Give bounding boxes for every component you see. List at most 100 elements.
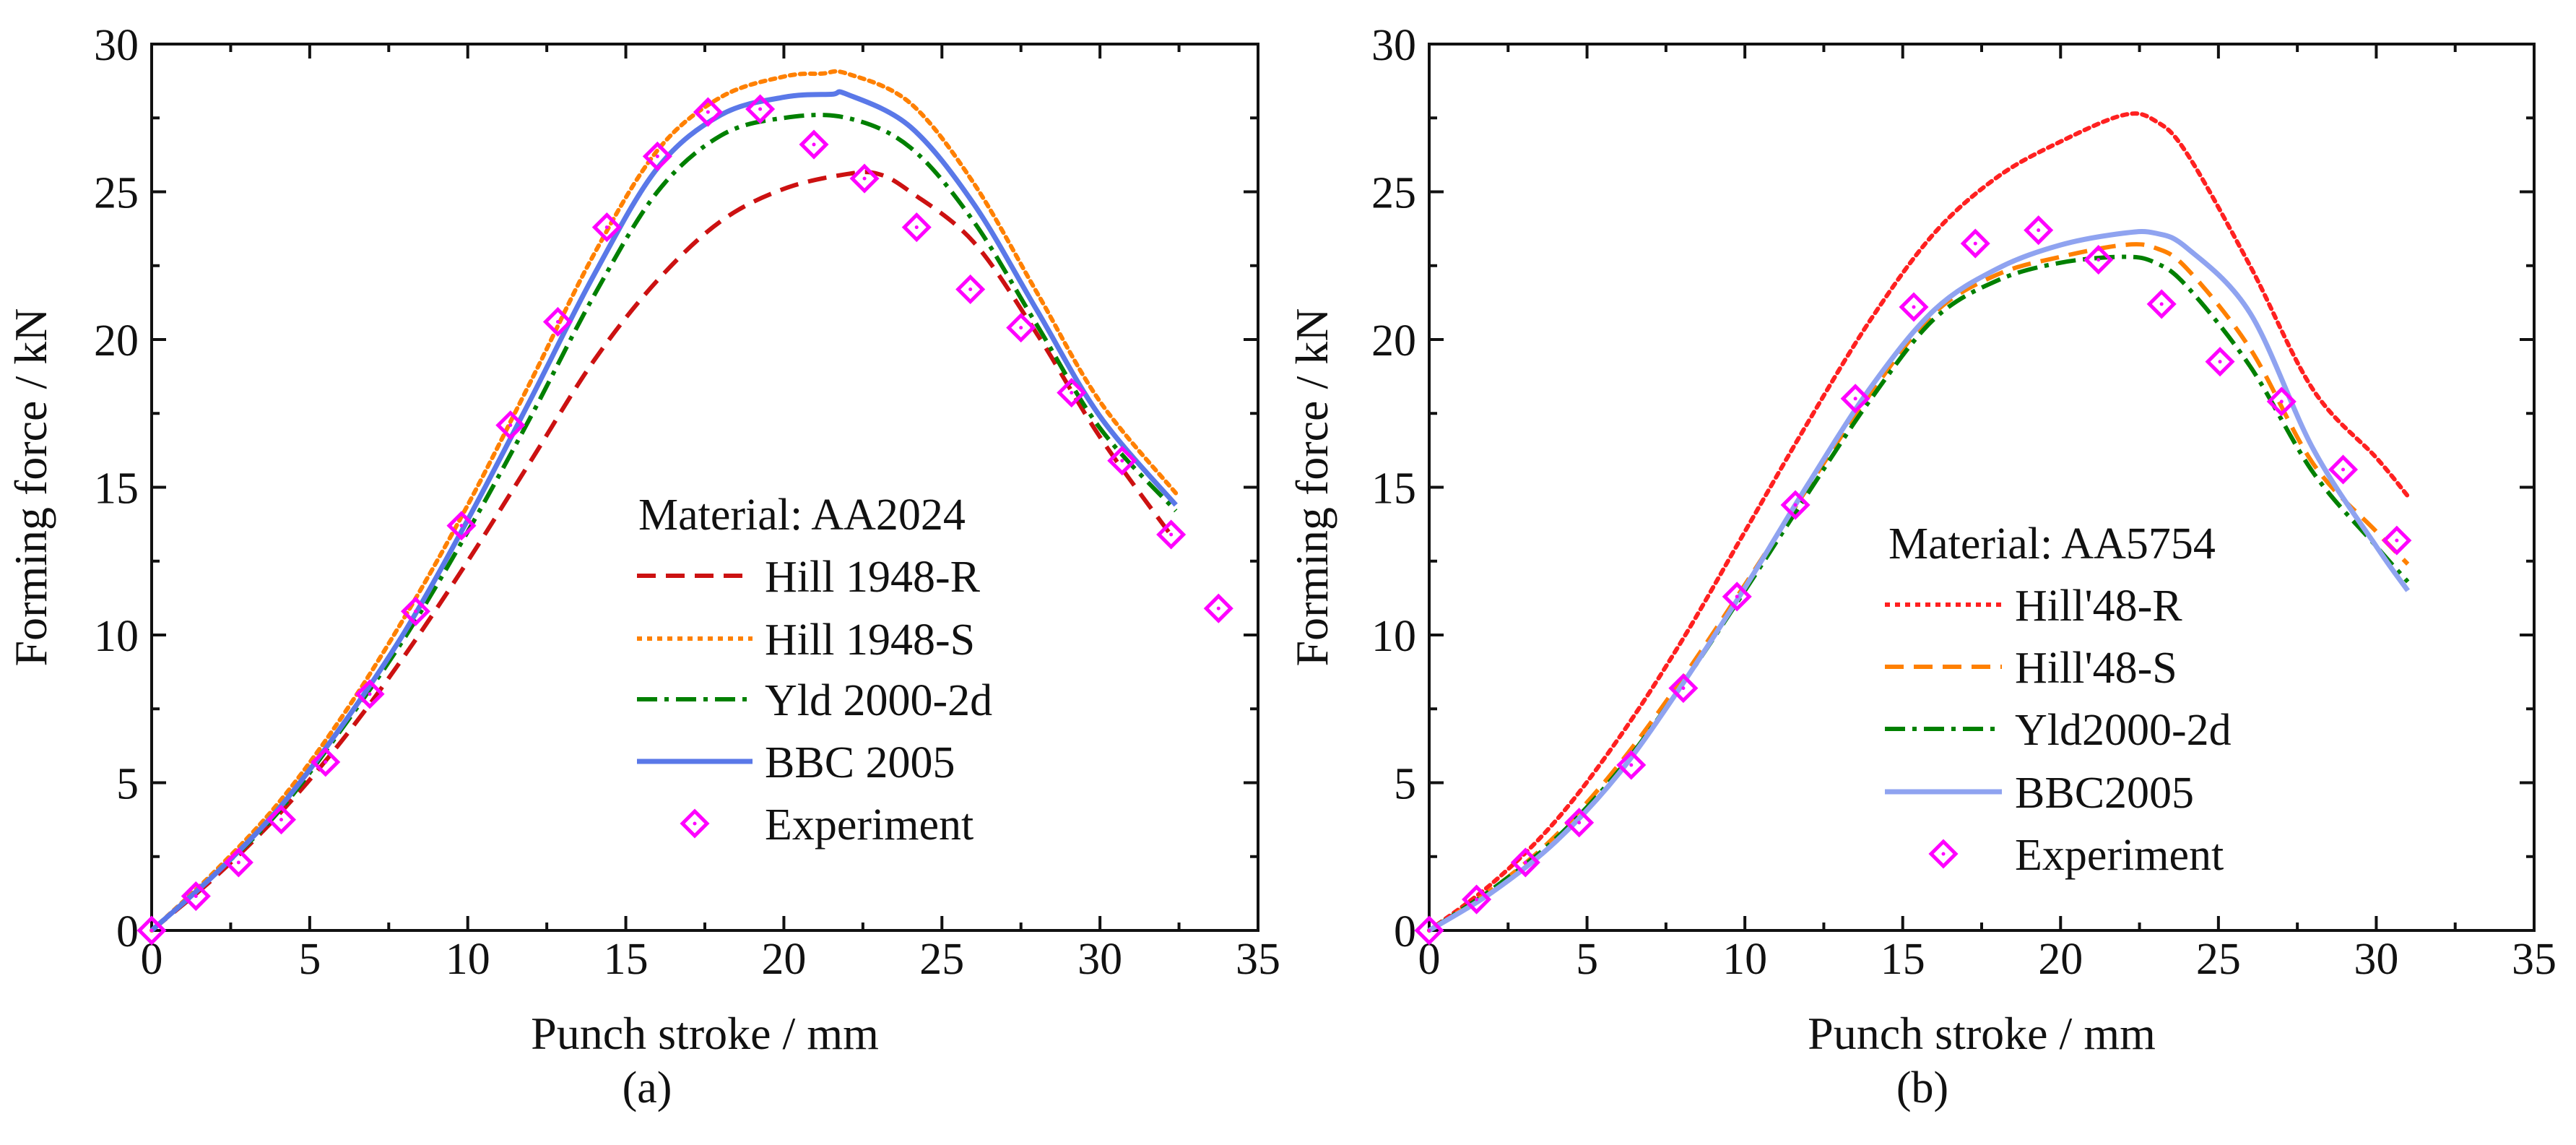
legend-label-experiment: Experiment xyxy=(765,800,973,850)
series-line-1 xyxy=(149,69,1179,933)
experiment-point-center xyxy=(236,860,240,865)
experiment-point xyxy=(266,805,296,835)
experiment-point xyxy=(400,596,431,626)
experiment-point-center xyxy=(2037,228,2041,233)
experiment-point-center xyxy=(2341,467,2346,472)
experiment-point xyxy=(1156,519,1187,550)
legend-swatch-experiment-center xyxy=(1941,852,1946,856)
x-tick-label: 10 xyxy=(1722,935,1767,984)
x-tick-label: 25 xyxy=(2196,935,2241,984)
experiment-point xyxy=(1840,384,1870,414)
x-axis-label: Punch stroke / mm xyxy=(1808,1008,2156,1059)
legend-label-1: Hill'48-S xyxy=(2015,644,2177,693)
experiment-point-center xyxy=(1475,897,1479,902)
experiment-point xyxy=(1203,593,1233,623)
experiment-point xyxy=(1510,847,1540,878)
experiment-point-center xyxy=(1973,241,1977,246)
experiment-point xyxy=(2382,525,2412,556)
experiment-point xyxy=(1462,884,1492,915)
legend-swatch-experiment xyxy=(680,808,710,839)
x-tick-label: 20 xyxy=(761,935,806,984)
experiment-point xyxy=(901,212,932,243)
experiment-point xyxy=(1960,228,1990,259)
legend-label-0: Hill 1948-R xyxy=(765,553,981,602)
experiment-point-center xyxy=(413,609,417,613)
y-tick-label: 25 xyxy=(94,169,139,218)
experiment-point xyxy=(1006,313,1036,343)
series-line-3 xyxy=(1428,228,2410,933)
experiment-point-center xyxy=(149,928,154,933)
x-tick-label: 25 xyxy=(919,935,964,984)
y-tick-label: 30 xyxy=(1371,21,1416,70)
experiment-point-center xyxy=(1523,860,1527,865)
y-tick-label: 15 xyxy=(94,465,139,514)
experiment-point-center xyxy=(1629,763,1634,767)
experiment-point xyxy=(2266,386,2297,417)
experiment-point-center xyxy=(2218,360,2222,364)
experiment-point-center xyxy=(1070,391,1074,395)
experiment-point-center xyxy=(555,319,560,324)
series-line-0 xyxy=(150,170,1175,933)
experiment-point xyxy=(849,163,880,194)
experiment-point xyxy=(1414,915,1444,946)
experiment-point-center xyxy=(812,142,816,147)
experiment-point-center xyxy=(914,225,919,230)
x-tick-label: 5 xyxy=(298,935,321,984)
y-axis-label: Forming force / kN xyxy=(5,308,56,667)
series-line-0 xyxy=(1427,111,2411,933)
experiment-point xyxy=(1057,378,1087,408)
panel-label: (b) xyxy=(1896,1063,1948,1112)
experiment-point xyxy=(2024,215,2054,246)
x-tick-label: 30 xyxy=(2354,935,2398,984)
experiment-point xyxy=(1780,490,1810,520)
experiment-point-center xyxy=(2159,302,2164,306)
experiment-point xyxy=(591,212,622,243)
y-tick-label: 0 xyxy=(1394,907,1416,956)
experiment-point-center xyxy=(862,176,867,181)
experiment-point-center xyxy=(1120,459,1124,463)
legend-label-experiment: Experiment xyxy=(2015,831,2224,880)
x-tick-label: 20 xyxy=(2038,935,2083,984)
experiment-point-center xyxy=(968,287,973,291)
y-tick-label: 10 xyxy=(1371,612,1416,661)
plot-frame xyxy=(150,43,1259,932)
y-tick-label: 10 xyxy=(94,612,139,661)
panel-label: (a) xyxy=(623,1063,672,1112)
experiment-point xyxy=(1107,446,1137,476)
experiment-point-center xyxy=(758,107,763,111)
y-tick-label: 0 xyxy=(116,907,139,956)
experiment-point xyxy=(745,94,776,124)
experiment-point-center xyxy=(2279,399,2284,404)
experiment-point xyxy=(955,274,986,305)
x-axis-label: Punch stroke / mm xyxy=(531,1008,879,1059)
experiment-point-center xyxy=(279,818,283,822)
experiment-point-center xyxy=(2096,258,2101,262)
experiment-point-center xyxy=(368,692,372,696)
y-tick-label: 20 xyxy=(94,316,139,366)
experiment-point-center xyxy=(1681,686,1686,691)
legend-label-0: Hill'48-R xyxy=(2015,582,2182,631)
legend-label-3: BBC 2005 xyxy=(765,738,955,787)
experiment-point-center xyxy=(1169,532,1174,537)
experiment-point-center xyxy=(508,423,513,428)
x-tick-label: 35 xyxy=(1236,935,1280,984)
experiment-point-center xyxy=(1853,397,1857,401)
experiment-point xyxy=(2083,245,2114,275)
legend-title: Material: AA5754 xyxy=(1888,519,2216,569)
legend-label-3: BBC2005 xyxy=(2015,769,2194,818)
experiment-point xyxy=(1616,750,1647,780)
y-axis-label: Forming force / kN xyxy=(1286,308,1337,667)
experiment-point xyxy=(642,141,672,171)
experiment-point-center xyxy=(194,894,198,899)
experiment-point xyxy=(223,847,253,878)
experiment-point-center xyxy=(655,154,659,158)
experiment-point xyxy=(1722,582,1752,612)
legend-swatch-experiment xyxy=(1928,839,1959,869)
y-tick-label: 5 xyxy=(1394,760,1416,809)
experiment-point-center xyxy=(1793,503,1797,507)
experiment-point-center xyxy=(1019,326,1023,330)
legend-label-2: Yld2000-2d xyxy=(2015,706,2232,755)
experiment-point xyxy=(181,881,211,912)
